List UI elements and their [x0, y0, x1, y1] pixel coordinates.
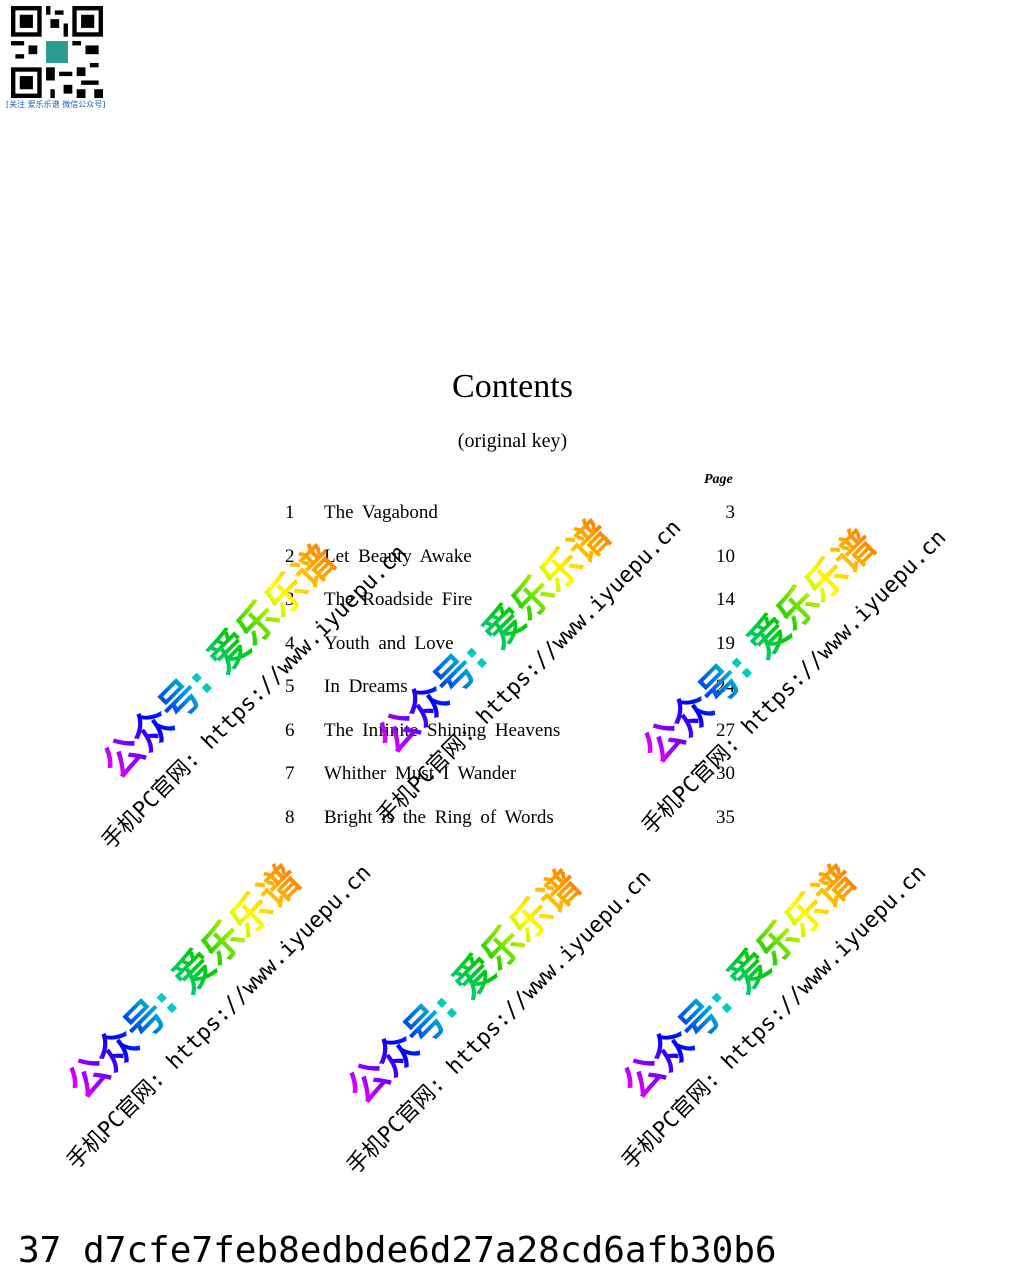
contents-row: 3 The Roadside Fire 14 — [285, 589, 735, 619]
song-title: The Infinite Shining Heavens — [324, 719, 561, 741]
song-number: 8 — [285, 806, 295, 828]
watermark-line2: 手机PC官网: https://www.iyuepu.cn — [617, 860, 932, 1175]
contents-row: 5 In Dreams 24 — [285, 676, 735, 706]
contents-row: 2 Let Beauty Awake 10 — [285, 546, 735, 576]
page-number: 19 — [716, 632, 735, 654]
page-number: 35 — [716, 806, 735, 828]
watermark-line1: 公众号: 爱乐乐谱 — [13, 811, 351, 1149]
contents-row: 4 Youth and Love 19 — [285, 633, 735, 663]
song-number: 7 — [285, 763, 295, 784]
song-number: 6 — [285, 719, 295, 741]
song-title: Whither Must I Wander — [324, 763, 517, 784]
watermark: 公众号: 爱乐乐谱 手机PC官网: https://www.iyuepu.cn — [13, 811, 378, 1176]
watermark-line2: 手机PC官网: https://www.iyuepu.cn — [342, 865, 657, 1180]
song-title: Bright is the Ring of Words — [324, 806, 554, 828]
watermark: 公众号: 爱乐乐谱 手机PC官网: https://www.iyuepu.cn — [293, 816, 658, 1181]
song-title: Let Beauty Awake — [324, 545, 472, 567]
qr-caption: [关注 爱乐乐谱 微信公众号] — [6, 100, 106, 109]
contents-row: 6 The Infinite Shining Heavens 27 — [285, 720, 735, 750]
song-number: 5 — [285, 676, 295, 697]
page-number: 30 — [716, 763, 735, 784]
qr-code — [11, 6, 103, 98]
contents-subtitle: (original key) — [457, 430, 568, 452]
song-title: Youth and Love — [324, 632, 454, 654]
page-number: 24 — [716, 676, 735, 697]
page-column-label: Page — [704, 472, 733, 487]
page-number: 27 — [716, 719, 735, 741]
watermark: 公众号: 爱乐乐谱 手机PC官网: https://www.iyuepu.cn — [568, 811, 933, 1176]
page-number: 10 — [716, 545, 735, 567]
song-title: The Roadside Fire — [324, 589, 473, 610]
song-number: 3 — [285, 589, 295, 610]
song-title: In Dreams — [324, 676, 408, 697]
song-number: 4 — [285, 632, 295, 654]
footer-id: 37 d7cfe7feb8edbde6d27a28cd6afb30b6 — [18, 1230, 777, 1271]
watermark-line1: 公众号: 爱乐乐谱 — [293, 816, 631, 1154]
contents-title: Contents — [452, 368, 573, 405]
song-number: 1 — [285, 502, 295, 523]
contents-row: 7 Whither Must I Wander 30 — [285, 763, 735, 793]
song-title: The Vagabond — [324, 502, 438, 523]
watermark-line1: 公众号: 爱乐乐谱 — [568, 811, 906, 1149]
page-number: 3 — [725, 502, 736, 523]
contents-row: 8 Bright is the Ring of Words 35 — [285, 807, 735, 837]
contents-row: 1 The Vagabond 3 — [285, 502, 735, 532]
page-number: 14 — [716, 589, 735, 610]
watermark-line2: 手机PC官网: https://www.iyuepu.cn — [62, 860, 377, 1175]
song-number: 2 — [285, 545, 295, 567]
